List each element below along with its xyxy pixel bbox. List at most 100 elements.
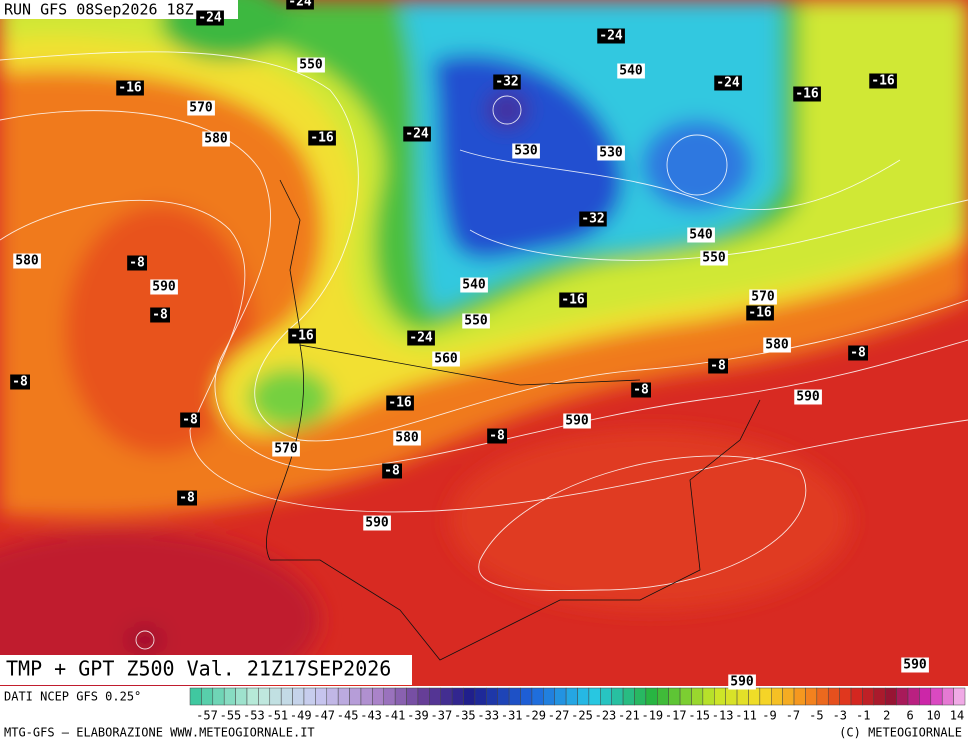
scale-tick-label: -31 (501, 709, 523, 723)
scale-swatch (235, 687, 248, 706)
temperature-label-box (746, 305, 774, 321)
scale-swatch (508, 687, 521, 706)
scale-swatch (862, 687, 875, 706)
height-label-text: 590 (796, 390, 820, 405)
map-labels: -24 -24 -16 -16 -24 -32 -24 -24 -16 -16 -32 -8 -8 -16… (10, 0, 929, 690)
height-label: 570 (749, 289, 777, 305)
height-label-box (687, 227, 715, 243)
scale-swatch (577, 687, 590, 706)
scale-swatch (805, 687, 818, 706)
temperature-label-text: -16 (388, 396, 412, 411)
height-label-text: 570 (751, 290, 775, 305)
temperature-label: -24 (597, 28, 625, 44)
height-label-box (393, 430, 421, 446)
height-label-text: 590 (730, 675, 754, 690)
scale-swatch (736, 687, 749, 706)
scale-swatch (258, 687, 271, 706)
height-label-box (432, 351, 460, 367)
temperature-label-text: -16 (871, 74, 895, 89)
height-label-text: 560 (434, 352, 458, 367)
temperature-label-box (403, 126, 431, 142)
height-label-text: 530 (514, 144, 538, 159)
height-label: 540 (617, 63, 645, 79)
temperature-label-text: -32 (495, 75, 518, 90)
temperature-label: -24 (407, 330, 435, 346)
height-label-box (700, 250, 728, 266)
scale-swatch (634, 687, 647, 706)
temperature-label-box (559, 292, 587, 308)
temperature-label-text: -16 (290, 329, 314, 344)
scale-swatch (930, 687, 943, 706)
temperature-label-box (382, 463, 402, 479)
scale-swatch (611, 687, 624, 706)
temperature-label-box (631, 382, 651, 398)
scale-swatch (280, 687, 293, 706)
scale-swatch (406, 687, 419, 706)
temperature-label-text: -8 (384, 464, 400, 479)
height-label-box (187, 100, 215, 116)
scale-tick-label: -13 (712, 709, 734, 723)
scale-tick-label: -57 (196, 709, 218, 723)
scale-tick-label: -15 (688, 709, 710, 723)
temperature-label: -16 (559, 292, 587, 308)
scale-swatch (759, 687, 772, 706)
scale-swatch (497, 687, 510, 706)
height-label: 590 (150, 279, 178, 295)
scale-swatch (520, 687, 533, 706)
temperature-label-text: -16 (310, 131, 334, 146)
scale-tick-label: -33 (477, 709, 499, 723)
scale-swatch (360, 687, 373, 706)
temperature-label: -16 (288, 328, 316, 344)
scale-tick-label: -11 (735, 709, 757, 723)
temperature-label: -16 (793, 86, 821, 102)
height-label-text: 580 (765, 338, 789, 353)
scale-swatch (565, 687, 578, 706)
scale-swatch (896, 687, 909, 706)
height-label-text: 540 (619, 64, 643, 79)
color-scale: -57 -55 -53 -51 -49 -47 -45 -43 -41 -39 -37 -35 -33-… (189, 687, 966, 723)
scale-swatch (326, 687, 339, 706)
scale-tick-label: -39 (407, 709, 429, 723)
temperature-label-text: -24 (599, 29, 623, 44)
scale-swatch (622, 687, 635, 706)
scale-swatch (816, 687, 829, 706)
scale-swatch (463, 687, 476, 706)
scale-tick-label: -3 (833, 709, 847, 723)
height-label: 580 (393, 430, 421, 446)
temperature-label: -16 (869, 73, 897, 89)
run-box (0, 0, 238, 19)
height-label-box (462, 313, 490, 329)
height-label-text: 580 (395, 431, 419, 446)
temperature-label-text: -24 (405, 127, 429, 142)
height-label: 550 (462, 313, 490, 329)
scale-swatch (212, 687, 225, 706)
scale-swatch (748, 687, 761, 706)
temperature-label-box (579, 211, 607, 227)
scale-swatch (725, 687, 738, 706)
temperature-label: -16 (386, 395, 414, 411)
height-label: 530 (597, 145, 625, 161)
scale-tick-label: -27 (548, 709, 570, 723)
scale-tick-label: -55 (220, 709, 242, 723)
temperature-label: -8 (180, 412, 200, 428)
temperature-label-text: -16 (118, 81, 142, 96)
scale-tick-label: -53 (243, 709, 265, 723)
copyright-label: (C) METEOGIORNALE (839, 726, 962, 740)
scale-swatch (223, 687, 236, 706)
scale-swatch (714, 687, 726, 706)
height-label: 530 (512, 143, 540, 159)
height-label-text: 590 (152, 280, 176, 295)
map-field (0, 0, 968, 686)
product-box (0, 655, 412, 685)
scale-swatch (907, 687, 920, 706)
height-contours (0, 51, 968, 650)
temperature-label-box (177, 490, 197, 506)
temperature-label: -24 (286, 0, 314, 10)
scale-swatch (246, 687, 259, 706)
temperature-label-box (150, 307, 170, 323)
height-label: 590 (794, 389, 822, 405)
credit-label: MTG-GFS — ELABORAZIONE WWW.METEOGIORNALE… (4, 726, 315, 740)
temperature-label: -8 (10, 374, 30, 390)
scale-tick-label: -5 (809, 709, 823, 723)
temperature-label-box (286, 0, 314, 10)
